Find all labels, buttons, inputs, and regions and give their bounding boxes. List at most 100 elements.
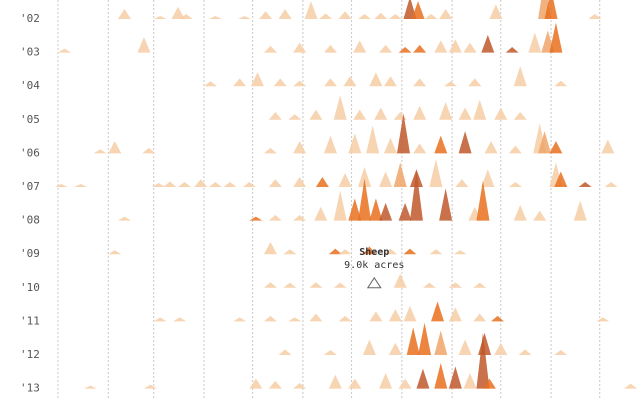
peak [173,317,187,322]
peak [416,368,430,389]
ridge [203,66,568,87]
peak [333,95,347,120]
ridge [117,170,587,221]
peak [309,313,323,322]
peak [263,147,277,154]
peak [549,22,563,53]
peak [343,76,357,87]
peak [293,80,307,87]
peak [383,137,397,154]
peak [448,366,462,389]
peak [429,159,443,187]
peak [323,78,337,87]
peak [178,182,192,187]
peak [601,139,615,154]
peak [458,131,472,154]
peak [379,373,393,389]
peak [453,250,467,255]
peak [482,378,496,389]
peak [413,105,427,120]
peak [333,190,347,221]
peak [418,322,432,355]
row-label: '04 [20,79,40,92]
peak [398,378,412,389]
peak [406,327,420,355]
row-label: '08 [20,214,40,227]
peak [528,32,542,53]
peak [379,171,393,187]
peak [554,350,568,355]
peak [533,210,547,221]
peak [143,384,157,389]
peak [369,72,383,87]
peak [83,385,97,389]
peak [338,11,352,19]
peak [293,42,307,53]
peak [108,141,122,154]
peak [369,311,383,322]
ridge [117,0,602,20]
peak [348,133,362,154]
peak [153,317,167,322]
peak [278,9,292,19]
peak [288,114,302,120]
peak [549,141,563,154]
peak [293,215,307,221]
peak [403,248,417,255]
peak [117,9,131,19]
peak [494,107,508,120]
ridge [54,159,618,187]
row-label: '11 [20,314,40,327]
row-label: '12 [20,348,40,361]
peak [379,202,393,221]
peak [338,315,352,322]
peak [473,282,487,288]
peak [468,78,482,87]
peak [398,47,412,53]
peak [208,182,222,187]
peak [208,16,222,19]
peak [323,44,337,53]
peak [233,78,247,87]
peak [439,188,453,221]
peak [431,301,445,322]
tooltip: Sheep 9.0k acres [344,247,404,271]
peak [238,16,252,19]
ridge [93,113,615,154]
tooltip-value: 9.0k acres [344,260,404,271]
peak [309,109,323,120]
peak [422,282,436,288]
peak [393,112,407,120]
peak [358,167,372,187]
ridge [278,322,568,355]
peak [278,349,292,355]
peak [481,169,495,187]
peak [293,141,307,154]
ridge [263,273,487,289]
peak [263,315,277,322]
row-label: '06 [20,146,40,159]
peak [383,248,397,255]
peak [409,170,423,221]
peak [358,178,372,221]
peak [448,39,462,53]
peak [403,305,417,322]
peak [338,173,352,187]
peak [362,246,376,255]
peak [328,248,342,255]
peak [388,309,402,322]
peak [413,78,427,87]
peak [513,205,527,221]
ridge [153,301,610,322]
peak [434,40,448,53]
peak [463,373,477,389]
peak [54,184,68,187]
peak [393,273,407,288]
peak [473,99,487,120]
peak [358,14,372,19]
peak [137,37,151,53]
peak [476,180,490,221]
peak [366,125,380,154]
peak [171,6,185,19]
